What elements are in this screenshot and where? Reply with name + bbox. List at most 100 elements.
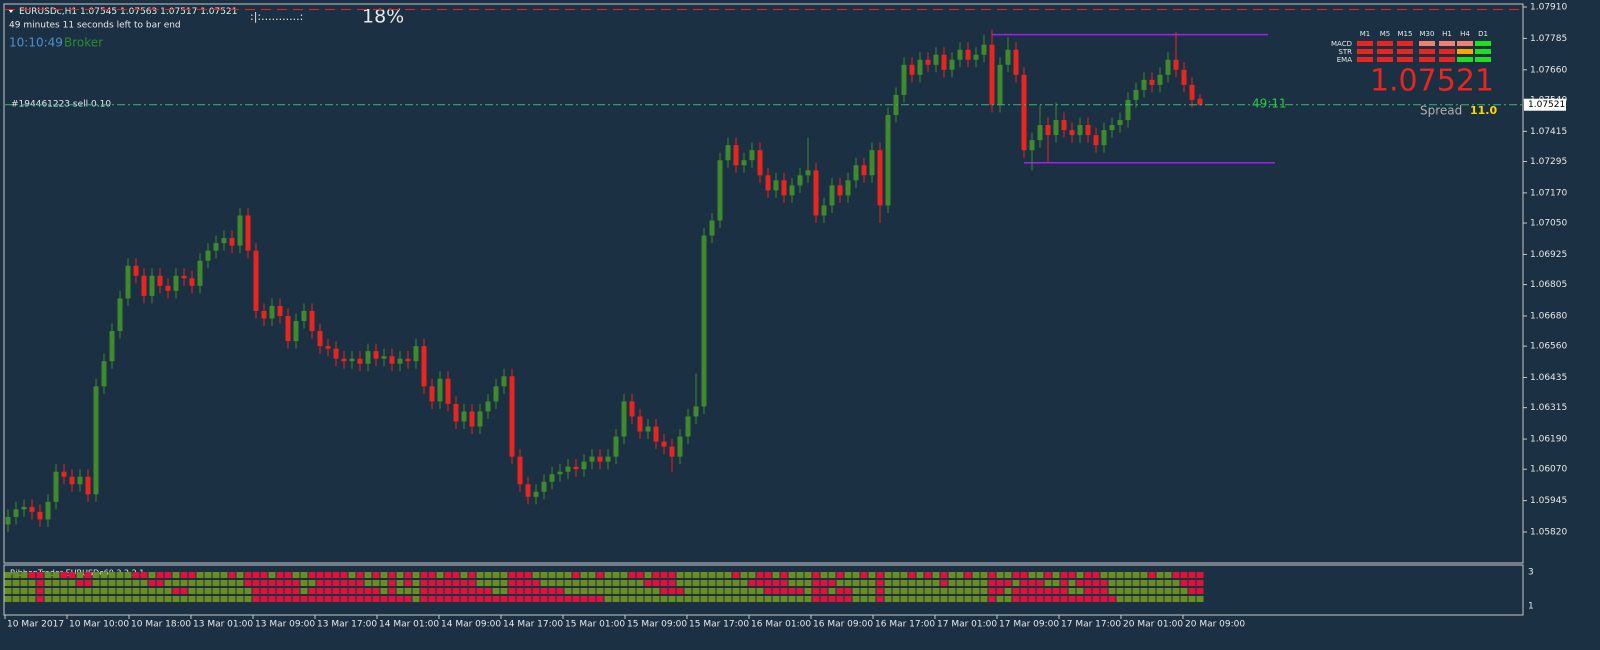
ribbon-cell: [924, 588, 932, 594]
mtf-cell: [1377, 41, 1393, 46]
ribbon-cell: [20, 596, 28, 602]
ribbon-cell: [668, 580, 676, 586]
mtf-cell: [1457, 57, 1473, 62]
ribbon-cell: [604, 572, 612, 578]
mtf-cell: [1419, 57, 1435, 62]
ribbon-cell: [172, 588, 180, 594]
ribbon-cell: [748, 572, 756, 578]
ribbon-cell: [1108, 596, 1116, 602]
ribbon-cell: [1148, 580, 1156, 586]
ribbon-cell: [524, 580, 532, 586]
ribbon-cell: [372, 596, 380, 602]
ribbon-cell: [724, 596, 732, 602]
ribbon-cell: [524, 588, 532, 594]
ribbon-cell: [260, 580, 268, 586]
ribbon-cell: [716, 596, 724, 602]
candle-body: [277, 305, 283, 316]
x-tick-label: 14 Mar 01:00: [379, 620, 439, 630]
ribbon-cell: [692, 572, 700, 578]
ribbon-cell: [188, 596, 196, 602]
ribbon-cell: [1092, 580, 1100, 586]
ribbon-cell: [228, 588, 236, 594]
mtf-cell: [1439, 57, 1455, 62]
ribbon-cell: [564, 588, 572, 594]
ribbon-cell: [668, 596, 676, 602]
candle-body: [669, 446, 675, 457]
mtf-cell: [1475, 41, 1491, 46]
ribbon-cell: [1116, 588, 1124, 594]
candle-body: [197, 260, 203, 286]
mtf-cell: [1397, 41, 1413, 46]
candle-body: [485, 401, 491, 412]
ribbon-cell: [580, 580, 588, 586]
x-tick-label: 13 Mar 09:00: [255, 620, 315, 630]
mtf-column: M15: [1398, 30, 1413, 38]
ribbon-cell: [180, 580, 188, 586]
ribbon-cell: [892, 580, 900, 586]
ribbon-cell: [596, 572, 604, 578]
ribbon-cell: [780, 572, 788, 578]
ribbon-cell: [220, 572, 228, 578]
ribbon-cell: [788, 580, 796, 586]
ribbon-cell: [1156, 596, 1164, 602]
ribbon-cell: [676, 572, 684, 578]
ribbon-cell: [540, 580, 548, 586]
candle-body: [413, 346, 419, 362]
ribbon-cell: [644, 572, 652, 578]
ribbon-cell: [1020, 596, 1028, 602]
ribbon-cell: [884, 596, 892, 602]
y-tick-label: 1.06070: [1530, 465, 1567, 475]
mtf-cell: [1357, 41, 1373, 46]
candle-body: [53, 471, 59, 502]
ribbon-cell: [1076, 572, 1084, 578]
candle-body: [845, 180, 851, 196]
ribbon-cell: [388, 572, 396, 578]
ribbon-cell: [444, 596, 452, 602]
ribbon-cell: [220, 580, 228, 586]
ribbon-cell: [532, 572, 540, 578]
ribbon-cell: [484, 572, 492, 578]
ribbon-cell: [268, 572, 276, 578]
ribbon-cell: [900, 572, 908, 578]
ribbon-cell: [292, 596, 300, 602]
ribbon-cell: [52, 588, 60, 594]
ribbon-cell: [84, 596, 92, 602]
ribbon-cell: [740, 580, 748, 586]
candle-body: [437, 378, 443, 402]
x-tick-label: 17 Mar 17:00: [1061, 620, 1121, 630]
ribbon-cell: [676, 580, 684, 586]
ribbon-cell: [572, 596, 580, 602]
ribbon-cell: [1148, 588, 1156, 594]
y-tick-label: 1.06190: [1530, 435, 1567, 445]
ribbon-cell: [1100, 596, 1108, 602]
y-tick-label: 1.05945: [1530, 496, 1567, 506]
ribbon-cell: [1188, 596, 1196, 602]
candle-body: [189, 278, 195, 286]
ribbon-cell: [116, 588, 124, 594]
ribbon-cell: [244, 596, 252, 602]
ribbon-cell: [852, 580, 860, 586]
ribbon-cell: [60, 572, 68, 578]
ribbon-cell: [292, 572, 300, 578]
ribbon-cell: [876, 580, 884, 586]
ribbon-cell: [36, 588, 44, 594]
ribbon-cell: [764, 596, 772, 602]
y-tick-label: 1.07050: [1530, 219, 1567, 229]
candle-body: [733, 145, 739, 166]
ribbon-cell: [1084, 588, 1092, 594]
candle-body: [1005, 49, 1011, 65]
x-tick-label: 20 Mar 01:00: [1123, 620, 1183, 630]
ribbon-cell: [108, 596, 116, 602]
ribbon-cell: [724, 588, 732, 594]
x-tick-label: 20 Mar 09:00: [1185, 620, 1245, 630]
candle-body: [653, 426, 659, 442]
candle-body: [645, 426, 651, 432]
ribbon-cell: [548, 596, 556, 602]
ribbon-cell: [756, 588, 764, 594]
mtf-row: EMA: [1337, 56, 1352, 64]
ribbon-cell: [124, 572, 132, 578]
ribbon-cell: [1124, 596, 1132, 602]
candle-body: [869, 150, 875, 176]
ribbon-cell: [580, 596, 588, 602]
ribbon-cell: [500, 588, 508, 594]
